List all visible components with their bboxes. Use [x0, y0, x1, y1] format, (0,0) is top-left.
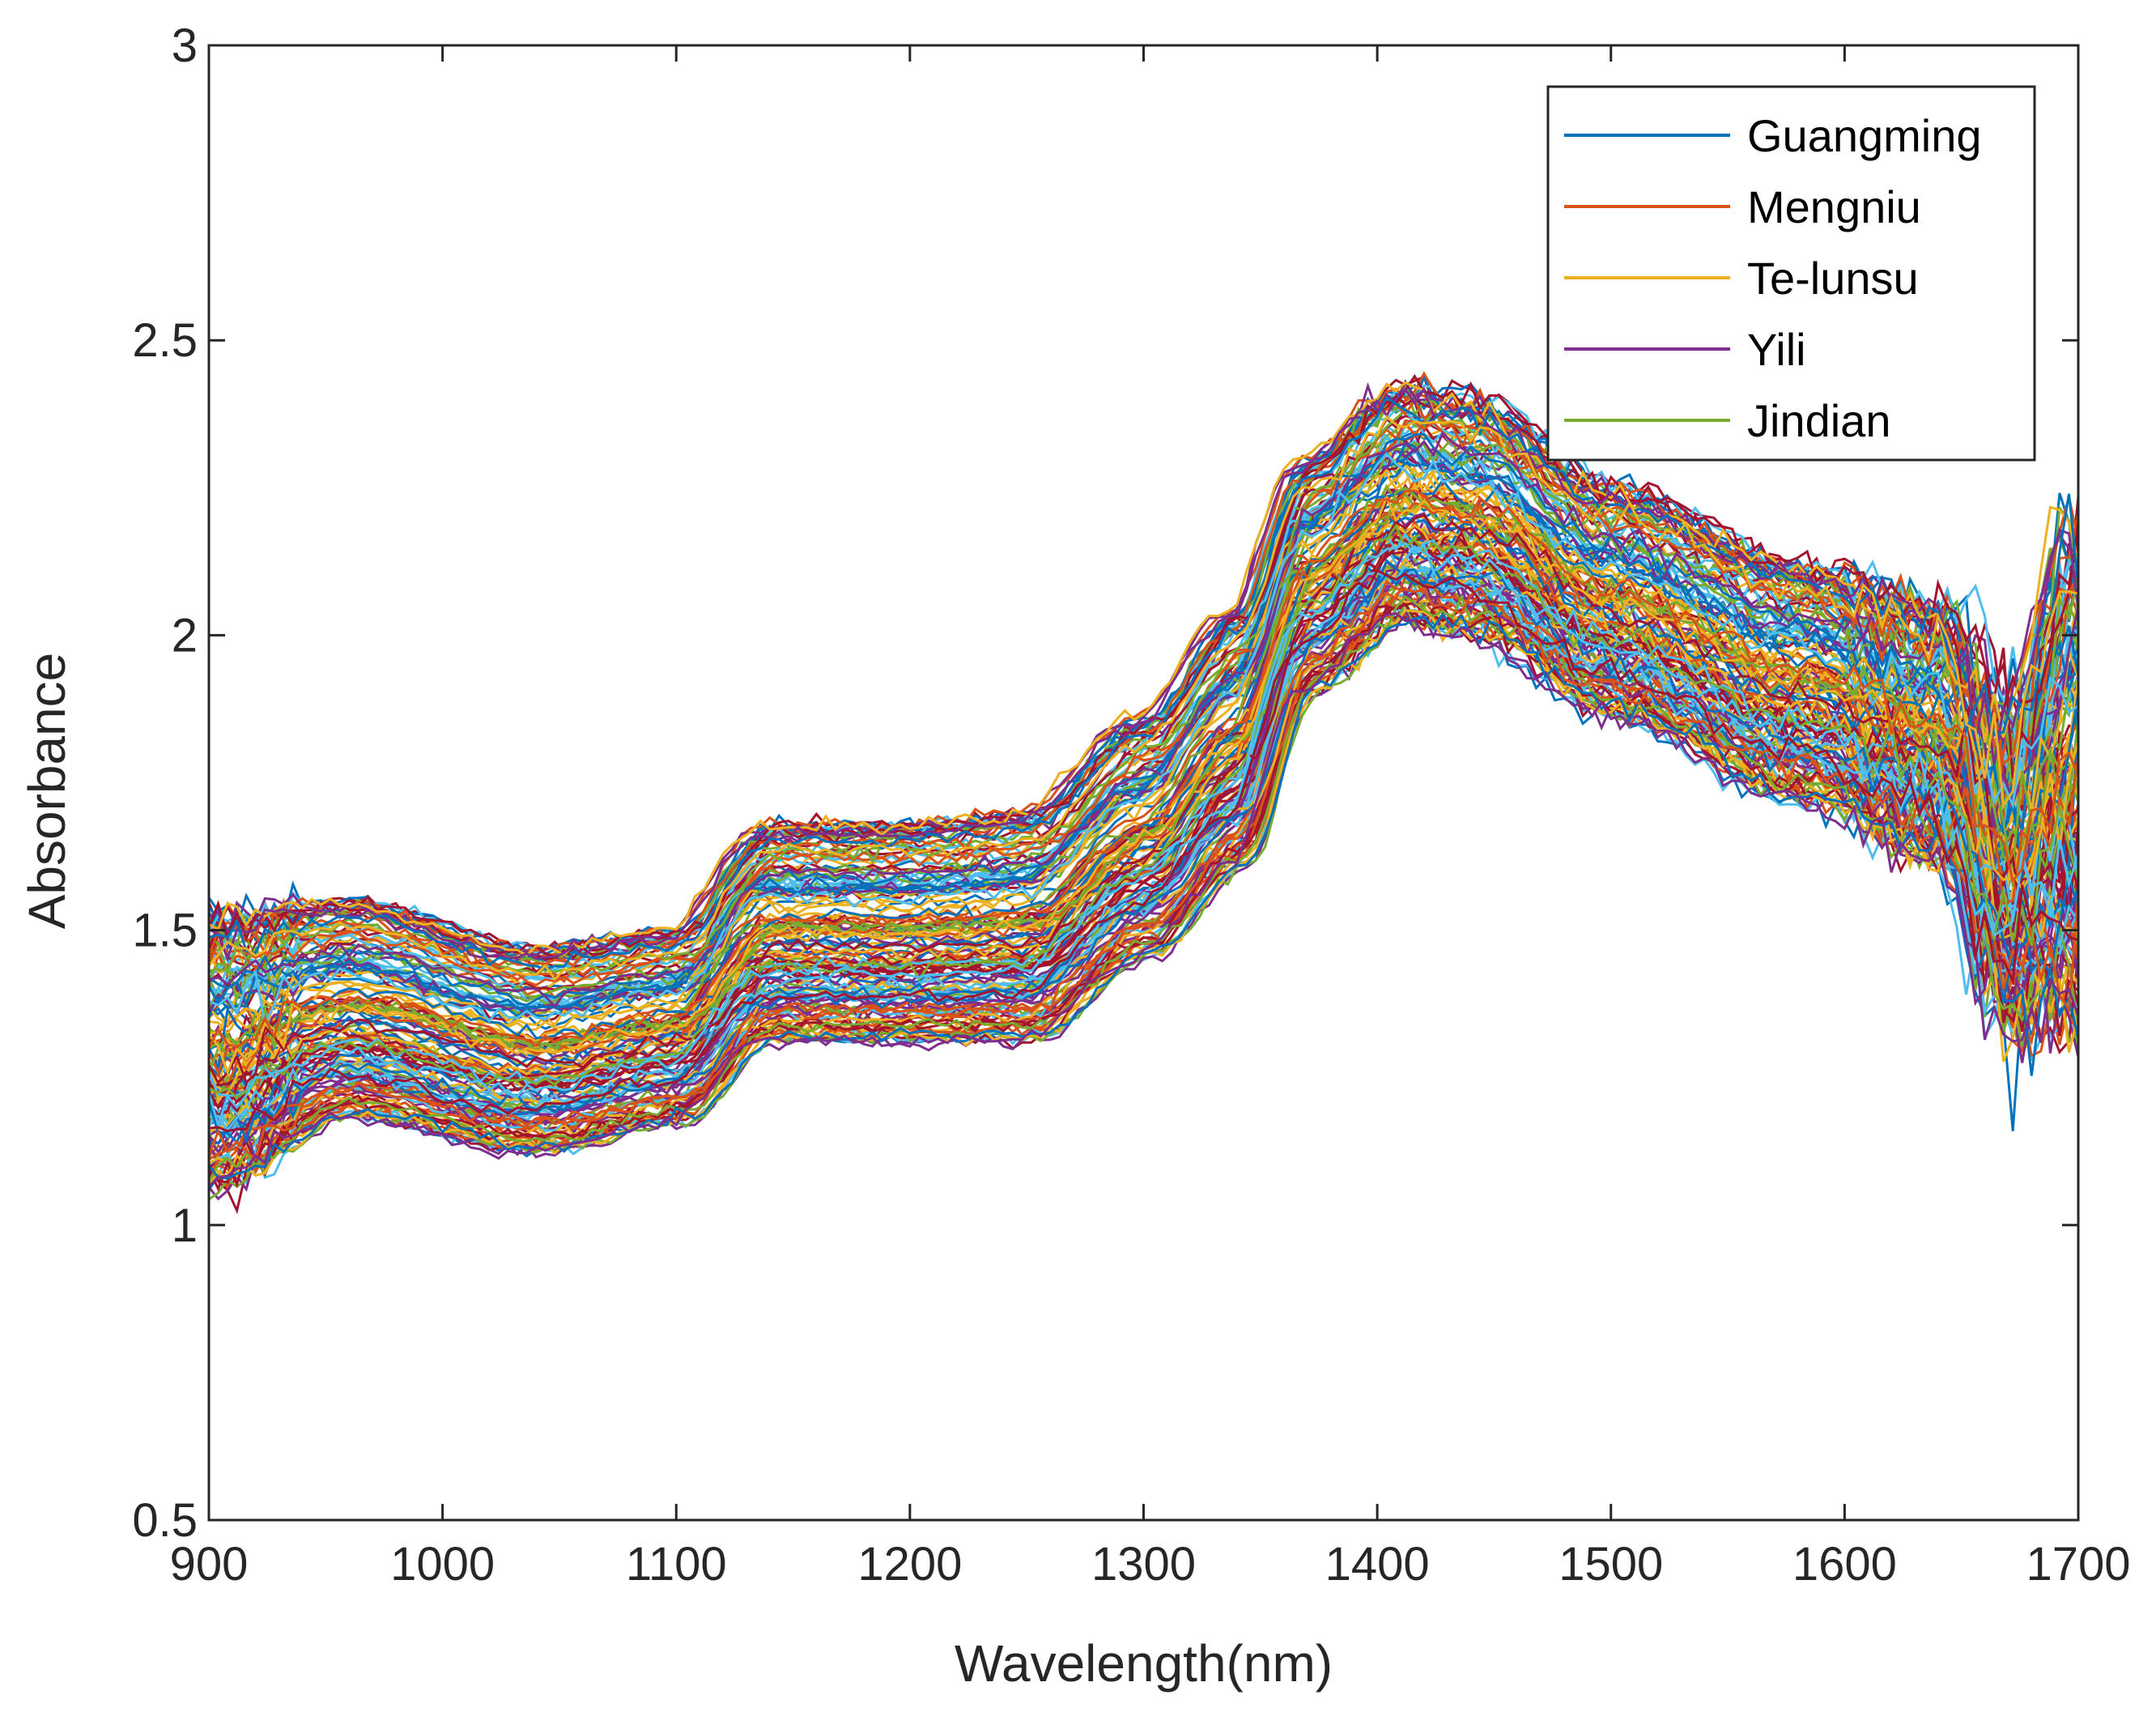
legend-label-1: Guangming — [1747, 110, 1982, 161]
spectrum-line — [208, 386, 2080, 963]
spectrum-line — [208, 381, 2080, 957]
legend-box — [1546, 85, 2036, 462]
spectrum-line — [207, 611, 2080, 1187]
spectra-curves — [207, 371, 2080, 1215]
spectrum-line — [207, 441, 2080, 1011]
spectrum-line — [208, 569, 2079, 1133]
legend-label-3: Te-lunsu — [1747, 253, 1919, 304]
legend-label-2: Mengniu — [1747, 181, 1921, 232]
spectrum-line — [208, 405, 2080, 984]
spectrum-line — [207, 611, 2080, 1180]
spectrum-line — [207, 494, 2080, 1076]
spectrum-line — [207, 446, 2079, 1018]
x-tick-label: 1600 — [1792, 1538, 1897, 1591]
axis-ticks: 900 1000 1100 1200 1300 1400 1500 1600 1700 0.5 1 1… — [132, 19, 2130, 1591]
spectrum-line — [207, 415, 2079, 982]
spectrum-line — [208, 432, 2080, 1007]
spectrum-line — [208, 523, 2080, 1100]
x-tick-label: 1200 — [857, 1538, 962, 1591]
spectrum-line — [208, 451, 2079, 1028]
x-tick-label: 1300 — [1091, 1538, 1196, 1591]
spectrum-line — [207, 607, 2080, 1201]
spectrum-line — [207, 500, 2080, 1076]
spectrum-line — [207, 478, 2080, 1073]
x-tick-label: 900 — [170, 1538, 249, 1591]
spectrum-line — [207, 489, 2080, 1049]
x-tick-label: 1000 — [390, 1538, 495, 1591]
spectrum-line — [208, 395, 2080, 971]
x-tick-label: 1700 — [2026, 1538, 2130, 1591]
legend-label-4: Yili — [1747, 324, 1806, 375]
x-tick-label: 1500 — [1559, 1538, 1663, 1591]
legend-label-5: Jindian — [1747, 395, 1890, 446]
y-axis-label: Absorbance — [18, 653, 76, 930]
spectrum-line — [207, 419, 2080, 987]
y-tick-label: 2 — [172, 609, 198, 662]
spectrum-line — [207, 513, 2080, 1085]
spectrum-line — [208, 499, 2080, 1058]
spectrum-line — [207, 594, 2080, 1183]
y-tick-label: 2.5 — [132, 314, 198, 367]
y-tick-label: 0.5 — [132, 1494, 198, 1547]
y-tick-label: 3 — [172, 19, 198, 72]
legend: Guangming Mengniu Te-lunsu Yili Jindian — [1546, 85, 2036, 462]
spectrum-line — [208, 603, 2080, 1184]
spectrum-line — [208, 431, 2080, 1009]
x-tick-label: 1400 — [1325, 1538, 1430, 1591]
spectrum-line — [207, 541, 2080, 1129]
spectrum-line — [208, 466, 2080, 1035]
x-axis-label: Wavelength(nm) — [955, 1634, 1333, 1693]
spectrum-line — [207, 373, 2080, 959]
spectrum-line — [207, 579, 2080, 1161]
y-tick-label: 1 — [172, 1199, 198, 1252]
y-tick-label: 1.5 — [132, 905, 198, 957]
x-tick-label: 1100 — [626, 1538, 727, 1591]
